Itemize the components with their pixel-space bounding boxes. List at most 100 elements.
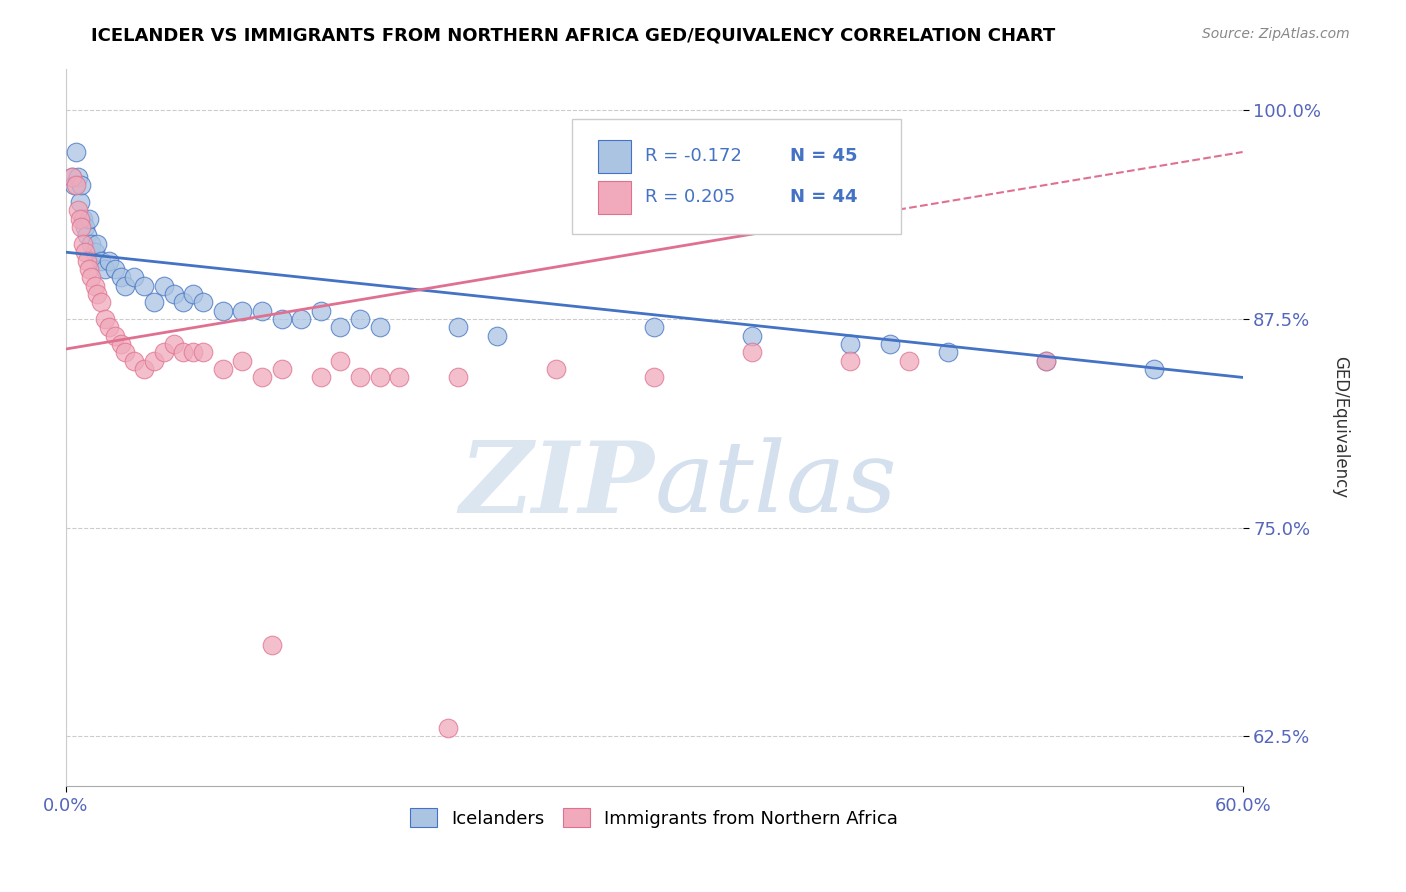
Point — [60, 169, 83, 184]
Point — [181, 345, 204, 359]
Point — [90, 253, 112, 268]
Point — [349, 370, 371, 384]
Point — [69, 211, 91, 226]
Point — [79, 211, 101, 226]
Point — [163, 337, 186, 351]
Point — [75, 245, 97, 260]
Point — [437, 721, 460, 735]
Point — [1143, 362, 1166, 376]
Point — [173, 295, 195, 310]
Point — [86, 236, 108, 251]
Point — [124, 270, 146, 285]
Point — [741, 328, 763, 343]
Point — [191, 345, 214, 359]
Point — [62, 178, 84, 193]
Point — [329, 320, 352, 334]
Text: ZIP: ZIP — [460, 437, 654, 533]
Point — [94, 312, 117, 326]
Point — [1035, 353, 1057, 368]
Point — [447, 320, 470, 334]
Point — [329, 353, 352, 368]
Point — [84, 245, 107, 260]
Point — [250, 370, 273, 384]
FancyBboxPatch shape — [572, 119, 901, 234]
Point — [231, 303, 253, 318]
Point — [447, 370, 470, 384]
Point — [134, 362, 156, 376]
Point — [75, 220, 97, 235]
Legend: Icelanders, Immigrants from Northern Africa: Icelanders, Immigrants from Northern Afr… — [404, 801, 905, 835]
Point — [84, 278, 107, 293]
Point — [368, 370, 391, 384]
Point — [181, 287, 204, 301]
Point — [65, 145, 87, 159]
Point — [80, 236, 103, 251]
Point — [65, 178, 87, 193]
Point — [60, 169, 83, 184]
Point — [153, 278, 176, 293]
Point — [368, 320, 391, 334]
Point — [879, 337, 901, 351]
Text: R = 0.205: R = 0.205 — [645, 188, 735, 206]
Point — [97, 253, 120, 268]
Point — [270, 312, 292, 326]
Point — [643, 320, 665, 334]
Point — [231, 353, 253, 368]
Point — [290, 312, 312, 326]
Point — [898, 353, 921, 368]
Point — [66, 169, 89, 184]
Point — [94, 261, 117, 276]
Point — [839, 353, 862, 368]
Point — [90, 295, 112, 310]
Text: N = 44: N = 44 — [790, 188, 858, 206]
Point — [72, 236, 94, 251]
Point — [80, 270, 103, 285]
Point — [97, 320, 120, 334]
Text: N = 45: N = 45 — [790, 147, 858, 166]
Point — [211, 362, 233, 376]
Point — [70, 220, 93, 235]
Point — [114, 345, 136, 359]
Point — [124, 353, 146, 368]
Point — [66, 203, 89, 218]
Point — [104, 328, 127, 343]
Point — [72, 211, 94, 226]
FancyBboxPatch shape — [598, 140, 631, 173]
Point — [69, 195, 91, 210]
Point — [134, 278, 156, 293]
Point — [270, 362, 292, 376]
Point — [260, 638, 283, 652]
Point — [163, 287, 186, 301]
Text: atlas: atlas — [654, 437, 897, 533]
Point — [110, 337, 132, 351]
Point — [114, 278, 136, 293]
Point — [143, 295, 166, 310]
Point — [546, 362, 568, 376]
Point — [153, 345, 176, 359]
Point — [349, 312, 371, 326]
Point — [173, 345, 195, 359]
Point — [191, 295, 214, 310]
Point — [486, 328, 509, 343]
Point — [938, 345, 960, 359]
Point — [250, 303, 273, 318]
FancyBboxPatch shape — [598, 181, 631, 213]
Point — [79, 261, 101, 276]
Point — [741, 345, 763, 359]
Point — [76, 253, 98, 268]
Y-axis label: GED/Equivalency: GED/Equivalency — [1331, 357, 1348, 499]
Point — [110, 270, 132, 285]
Point — [388, 370, 411, 384]
Point — [86, 287, 108, 301]
Text: Source: ZipAtlas.com: Source: ZipAtlas.com — [1202, 27, 1350, 41]
Point — [309, 370, 332, 384]
Text: ICELANDER VS IMMIGRANTS FROM NORTHERN AFRICA GED/EQUIVALENCY CORRELATION CHART: ICELANDER VS IMMIGRANTS FROM NORTHERN AF… — [91, 27, 1056, 45]
Point — [70, 178, 93, 193]
Text: R = -0.172: R = -0.172 — [645, 147, 742, 166]
Point — [839, 337, 862, 351]
Point — [143, 353, 166, 368]
Point — [211, 303, 233, 318]
Point — [104, 261, 127, 276]
Point — [309, 303, 332, 318]
Point — [1035, 353, 1057, 368]
